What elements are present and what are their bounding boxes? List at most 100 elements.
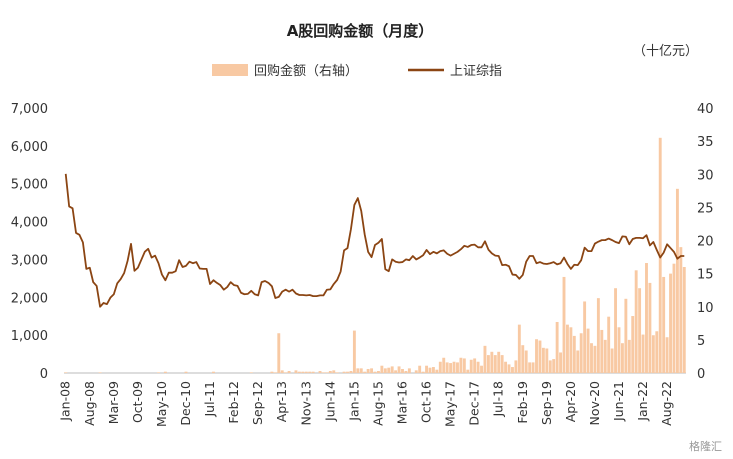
bar	[562, 276, 566, 373]
x-tick-label: Aug-08	[82, 381, 97, 426]
x-tick-label: Sep-12	[250, 381, 265, 425]
left-tick-label: 2,000	[11, 291, 48, 306]
bar	[308, 371, 312, 373]
left-tick-label: 7,000	[11, 102, 48, 117]
bar	[555, 321, 559, 373]
right-tick-label: 5	[697, 334, 705, 349]
bar	[325, 372, 329, 373]
left-axis-ticks: 0 1,000 2,000 3,000 4,000 5,000 6,000 7,000	[11, 102, 48, 382]
bar	[531, 362, 535, 373]
shanghai-composite-line	[64, 173, 685, 308]
legend-bar-swatch	[212, 64, 248, 76]
right-tick-label: 25	[697, 201, 714, 216]
left-tick-label: 0	[40, 367, 48, 382]
right-tick-label: 40	[697, 102, 714, 117]
x-tick-label: Jul-11	[202, 381, 217, 418]
right-tick-label: 30	[697, 168, 714, 183]
bar	[607, 316, 611, 373]
bar	[297, 371, 301, 373]
bar	[462, 358, 466, 373]
x-tick-label: Dec-10	[178, 381, 193, 426]
bar	[590, 343, 593, 373]
bar	[397, 366, 401, 374]
right-tick-label: 10	[697, 301, 714, 316]
bar	[507, 364, 511, 373]
x-tick-label: Jan-22	[635, 381, 650, 422]
bar	[459, 357, 463, 373]
bar	[624, 298, 628, 373]
bar	[442, 357, 446, 373]
bar	[346, 371, 349, 373]
bar	[452, 361, 456, 373]
bar	[593, 345, 597, 373]
x-tick-label: Jan-15	[346, 381, 361, 422]
right-tick-label: 0	[697, 367, 705, 382]
bar	[586, 328, 590, 373]
bar	[627, 339, 631, 374]
bar	[545, 348, 549, 373]
bar	[335, 372, 339, 373]
x-tick-label: Oct-09	[130, 381, 145, 423]
bar	[352, 330, 356, 373]
bar	[304, 371, 308, 373]
bar	[569, 327, 573, 373]
x-tick-label: Sep-19	[539, 381, 554, 425]
bar	[483, 345, 487, 373]
bar	[528, 362, 532, 373]
bar	[449, 363, 453, 373]
x-tick-label: Jun-21	[611, 381, 626, 422]
bar	[617, 327, 621, 373]
bar	[387, 367, 391, 373]
bar	[572, 335, 576, 373]
x-tick-label: Oct-16	[419, 381, 434, 423]
bar	[634, 270, 638, 373]
bar	[421, 371, 425, 373]
bar	[366, 369, 370, 373]
bar	[287, 371, 291, 373]
bar	[380, 365, 384, 373]
bar	[425, 365, 428, 373]
bar	[548, 360, 552, 373]
bar	[517, 324, 521, 373]
bar	[98, 372, 102, 373]
bar	[414, 370, 418, 373]
bar	[370, 368, 374, 373]
x-axis-ticks: Jan-08 Aug-08 Mar-09 Oct-09 May-10 Dec-10 Jul-…	[58, 381, 674, 427]
bar	[669, 273, 672, 374]
bar	[490, 351, 494, 373]
bar	[566, 324, 569, 373]
left-tick-label: 6,000	[11, 140, 48, 155]
bar	[535, 339, 538, 373]
bar	[645, 263, 648, 373]
bar	[473, 358, 477, 373]
bar	[363, 371, 367, 373]
bar	[359, 368, 363, 373]
bar	[500, 355, 504, 373]
bar	[504, 361, 508, 373]
bar	[648, 282, 652, 373]
bar	[672, 263, 676, 373]
right-tick-label: 15	[697, 268, 714, 283]
bar	[610, 348, 614, 373]
bar	[538, 340, 542, 373]
bar	[651, 335, 655, 373]
x-tick-label: Feb-19	[515, 381, 530, 424]
bar	[394, 370, 398, 373]
bar	[212, 371, 215, 373]
bar	[332, 370, 336, 373]
bar	[418, 365, 422, 373]
bar	[342, 371, 346, 373]
bar	[435, 369, 439, 373]
bar	[486, 355, 490, 373]
bar	[675, 188, 679, 373]
bar	[521, 345, 525, 373]
bar	[614, 288, 617, 373]
bar	[318, 371, 322, 373]
bar	[390, 366, 394, 374]
bar	[541, 347, 545, 373]
bar	[284, 372, 288, 373]
x-tick-label: Nov-20	[587, 381, 602, 426]
bar	[466, 369, 470, 373]
bar	[638, 288, 642, 373]
bar	[662, 276, 666, 373]
